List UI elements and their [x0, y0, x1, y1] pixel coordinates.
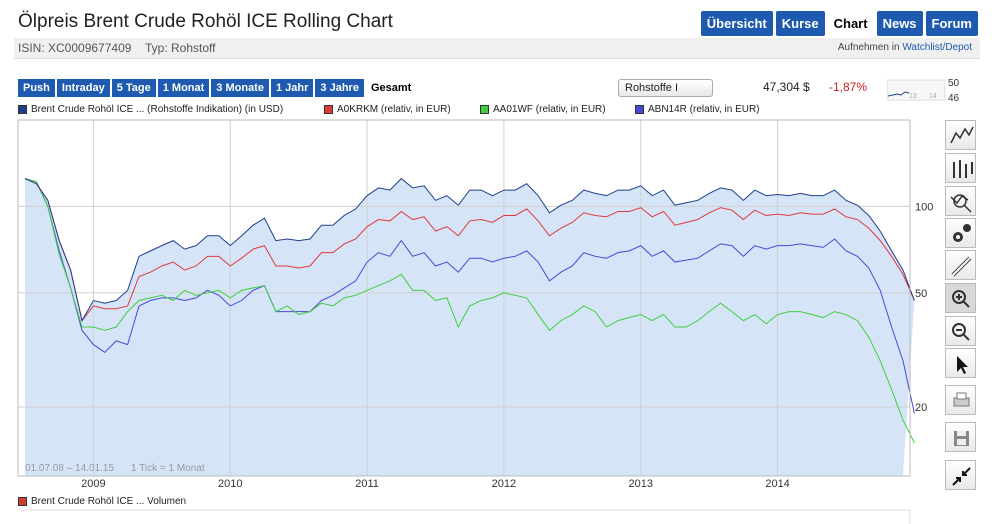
legend-label: ABN14R (relativ, in EUR): [648, 104, 760, 115]
range-button[interactable]: 3 Monate: [211, 79, 269, 97]
mini-y-label: 50: [948, 78, 960, 89]
mini-y-label: 46: [948, 93, 960, 103]
range-button[interactable]: 5 Tage: [111, 79, 156, 97]
nav-tab[interactable]: Kurse: [775, 11, 825, 36]
isin: ISIN: XC0009677409: [18, 41, 132, 55]
legend-label: AA01WF (relativ, in EUR): [493, 104, 606, 115]
tool-line[interactable]: [945, 120, 976, 150]
legend-item: ABN14R (relativ, in EUR): [635, 104, 760, 115]
volume-legend: Brent Crude Rohöl ICE ... Volumen: [18, 496, 186, 507]
exchange-select[interactable]: Rohstoffe I: [618, 79, 713, 97]
watchlist-prefix: Aufnehmen in: [837, 42, 900, 53]
x-tick-label: 2009: [81, 478, 105, 490]
legend-swatch: [635, 105, 644, 114]
area: [25, 178, 915, 477]
tick-note: 1 Tick = 1 Monat: [131, 463, 205, 474]
range-buttons: Push Intraday 5 Tage 1 Monat 3 Monate 1 …: [18, 79, 417, 97]
nav-tab[interactable]: News: [876, 11, 923, 36]
legend-label: A0KRKM (relativ, in EUR): [337, 104, 451, 115]
legend-swatch: [324, 105, 333, 114]
legend-swatch: [18, 497, 27, 506]
tool-settings[interactable]: [945, 218, 976, 248]
sub-bar: [14, 38, 980, 59]
line: [24, 178, 915, 444]
tool-zoom-out[interactable]: [945, 316, 976, 346]
watchlist: Aufnehmen in Watchlist/Depot: [838, 42, 972, 53]
x-tick-label: 2010: [218, 478, 242, 490]
range-button[interactable]: 1 Jahr: [270, 79, 314, 97]
line: [24, 177, 915, 322]
line: [24, 178, 915, 414]
range-button[interactable]: Push: [18, 79, 55, 97]
legend: Brent Crude Rohöl ICE ... (Rohstoffe Ind…: [18, 104, 918, 118]
watchlist-link[interactable]: Watchlist/Depot: [902, 42, 972, 53]
range-button[interactable]: Intraday: [56, 79, 110, 97]
nav-tab[interactable]: Chart: [827, 11, 874, 36]
mini-chart: 13 14 50 46: [887, 78, 960, 103]
price: 47,304 $: [763, 80, 810, 94]
y-tick-label: 50: [915, 288, 927, 300]
select-text: Rohstoffe I: [625, 82, 678, 94]
legend-item: A0KRKM (relativ, in EUR): [324, 104, 451, 115]
mini-line: [887, 91, 910, 97]
legend-item: AA01WF (relativ, in EUR): [480, 104, 606, 115]
tool-zoom-in[interactable]: [945, 283, 976, 313]
mini-x-label: 13: [909, 93, 917, 100]
change: -1,87%: [829, 80, 868, 94]
nav-tab[interactable]: Forum: [925, 11, 978, 36]
chart: 20 50 100 2009 2010 2011 2012 2013 2014 01.07.08…: [17, 119, 933, 524]
x-tick-label: 2014: [765, 478, 789, 490]
tool-save[interactable]: [945, 422, 976, 452]
line: [24, 178, 915, 322]
x-tick-label: 2012: [492, 478, 516, 490]
y-tick-label: 100: [915, 201, 933, 213]
tool-print[interactable]: [945, 385, 976, 415]
tool-draw[interactable]: [945, 250, 976, 280]
legend-label: Brent Crude Rohöl ICE ... (Rohstoffe Ind…: [31, 104, 284, 115]
range-button[interactable]: 3 Jahre: [315, 79, 364, 97]
x-tick-label: 2011: [355, 478, 379, 490]
tool-indicator[interactable]: [945, 186, 976, 216]
range-button[interactable]: Gesamt: [365, 79, 417, 97]
tool-pointer[interactable]: [945, 348, 976, 378]
nav-tab[interactable]: Übersicht: [700, 11, 773, 36]
legend-swatch: [18, 105, 27, 114]
tool-ohlc[interactable]: [945, 153, 976, 183]
legend-swatch: [480, 105, 489, 114]
legend-label: Brent Crude Rohöl ICE ... Volumen: [31, 496, 187, 507]
plot-frame: [17, 119, 911, 477]
nav: Übersicht Kurse Chart News Forum: [700, 11, 978, 36]
legend-item: Brent Crude Rohöl ICE ... (Rohstoffe Ind…: [18, 104, 283, 115]
range-button[interactable]: 1 Monat: [157, 79, 210, 97]
range-note: 01.07.08 – 14.01.15: [25, 463, 114, 474]
page-title: Ölpreis Brent Crude Rohöl ICE Rolling Ch…: [18, 11, 393, 32]
type: Typ: Rohstoff: [145, 41, 216, 55]
tool-collapse[interactable]: [945, 460, 976, 490]
y-tick-label: 20: [915, 402, 927, 414]
mini-x-label: 14: [929, 93, 937, 100]
x-tick-label: 2013: [628, 478, 652, 490]
